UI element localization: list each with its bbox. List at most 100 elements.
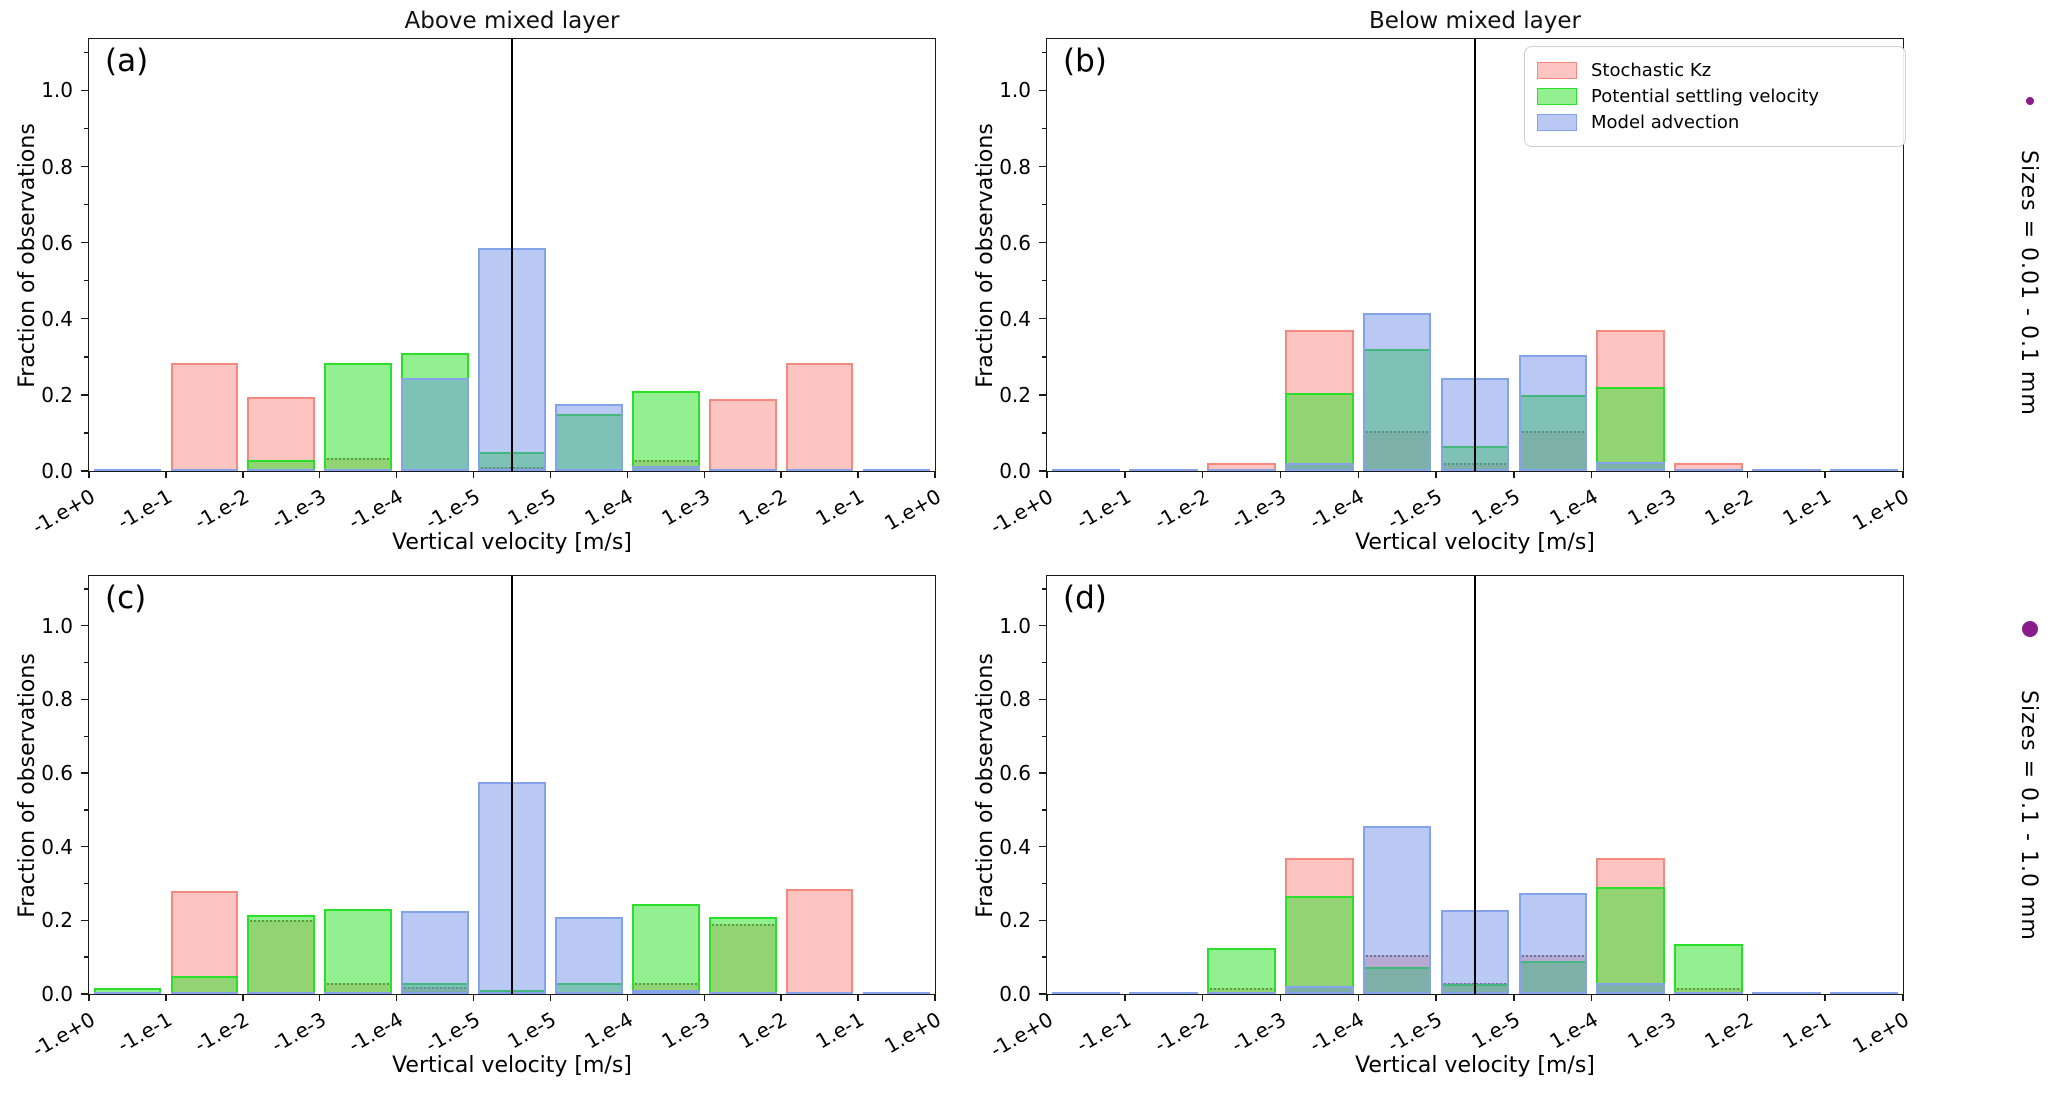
plot-area: (c) 0.0 0.2 0.4 0.6 0.8 1.0 -1.e+0 -1.e-1 -1.e-2-… <box>28 576 945 1062</box>
y-tick-label: 0.6 <box>999 761 1031 786</box>
x-tick <box>1513 994 1515 1001</box>
hist-bar-potential_settling_velocity <box>631 391 700 471</box>
legend: Stochastic Kz Potential settling velocity… <box>1524 46 1906 147</box>
hist-bar-stochastic_kz <box>170 362 239 471</box>
x-tick <box>1668 994 1671 1001</box>
y-minor-tick <box>84 956 89 958</box>
y-minor-tick <box>1042 51 1047 53</box>
hist-bar-potential_settling_velocity <box>1285 392 1354 471</box>
size-dot-small-icon <box>2026 97 2034 105</box>
hist-bar-model_advection <box>1051 992 1121 994</box>
y-tick-label: 0.8 <box>999 687 1031 712</box>
plot-area: (b) 0.0 0.2 0.4 0.6 0.8 1.0 -1.e+0 -1.e-1 -1.e-2-… <box>986 39 1913 539</box>
y-tick <box>81 318 89 320</box>
y-tick-label: 0.8 <box>999 154 1031 179</box>
hist-bar-model_advection <box>1207 992 1276 994</box>
y-tick-label: 0.8 <box>41 154 73 179</box>
x-tick <box>165 471 167 478</box>
hist-bar-model_advection <box>785 992 854 994</box>
hist-bar-model_advection <box>1285 463 1354 471</box>
hist-bar-model_advection <box>1752 992 1821 994</box>
y-tick <box>1039 698 1047 701</box>
hist-bar-potential_settling_velocity <box>324 362 392 471</box>
plot-area: (a) 0.0 0.2 0.4 0.6 0.8 1.0 -1.e+0 -1.e-1 -1.e-2-… <box>28 39 945 539</box>
legend-label: Potential settling velocity <box>1591 86 1820 107</box>
x-tick <box>1046 994 1048 1001</box>
y-tick <box>1039 919 1047 922</box>
hist-bar-model_advection <box>170 992 239 994</box>
y-tick <box>1039 625 1047 627</box>
hist-bar-model_advection <box>555 916 623 994</box>
hist-bar-model_advection <box>1829 469 1899 471</box>
y-tick <box>81 241 89 244</box>
y-tick-label: 0.0 <box>41 982 73 1006</box>
hist-bar-potential_settling_velocity <box>1207 947 1276 994</box>
x-tick <box>549 994 552 1001</box>
hist-bar-model_advection <box>324 469 392 471</box>
hist-bar-model_advection <box>1207 469 1276 471</box>
y-minor-tick <box>1042 432 1047 434</box>
y-tick <box>1039 772 1047 774</box>
x-tick <box>1279 994 1282 1001</box>
plot-panel-c: (c) 0.0 0.2 0.4 0.6 0.8 1.0 -1.e+0 -1.e-1 -1.e-2-… <box>28 575 945 1062</box>
y-minor-tick <box>84 809 89 811</box>
x-axis-label: Vertical velocity [m/s] <box>1355 1053 1595 1078</box>
column-title-above-mixed-layer: Above mixed layer <box>404 8 620 34</box>
y-tick-label: 0.4 <box>41 834 73 859</box>
y-tick <box>1039 845 1047 848</box>
y-tick <box>81 625 89 627</box>
hist-bar-model_advection <box>1752 469 1821 471</box>
legend-item-model_advection: Model advection <box>1537 112 1889 133</box>
zero-reference-line <box>511 39 513 471</box>
y-tick <box>1039 318 1047 320</box>
y-tick-label: 0.8 <box>41 687 73 712</box>
x-tick <box>703 471 705 478</box>
panel-letter: (b) <box>1063 43 1107 79</box>
y-minor-tick <box>84 735 89 737</box>
panel-letter: (a) <box>105 43 149 79</box>
x-tick <box>1201 994 1204 1001</box>
y-tick-label: 1.0 <box>999 78 1031 103</box>
x-tick <box>780 994 782 1001</box>
hist-bar-model_advection <box>708 469 777 471</box>
y-tick <box>81 698 89 701</box>
hist-bar-potential_settling_velocity <box>631 903 700 994</box>
hist-bar-stochastic_kz <box>247 396 316 471</box>
y-axis-label-text: Fraction of observations <box>972 652 998 918</box>
y-minor-tick <box>84 661 89 664</box>
hist-bar-model_advection <box>401 377 469 471</box>
y-minor-tick <box>84 588 89 590</box>
y-axis-label: Fraction of observations <box>968 575 1002 995</box>
y-tick-label: 0.4 <box>41 306 73 331</box>
x-tick <box>1435 471 1437 478</box>
hist-bar-model_advection <box>1518 893 1588 994</box>
x-tick <box>395 471 398 478</box>
y-minor-tick <box>84 127 89 130</box>
legend-label: Stochastic Kz <box>1591 60 1712 81</box>
hist-bar-model_advection <box>1674 992 1743 994</box>
x-tick <box>1279 471 1282 478</box>
zero-reference-line <box>1474 39 1476 471</box>
x-tick <box>1824 471 1826 478</box>
x-axis-label: Vertical velocity [m/s] <box>1355 530 1595 555</box>
y-minor-tick <box>1042 127 1047 130</box>
x-tick <box>165 994 167 1001</box>
y-tick <box>81 470 89 472</box>
y-tick <box>81 394 89 396</box>
y-minor-tick <box>1042 356 1047 358</box>
x-tick <box>549 471 552 478</box>
x-tick <box>934 471 936 478</box>
hist-bar-model_advection <box>1129 992 1198 994</box>
hist-bar-model_advection <box>785 469 854 471</box>
y-tick <box>81 919 89 922</box>
y-tick-label: 1.0 <box>41 78 73 103</box>
hist-bar-potential_settling_velocity <box>247 914 316 994</box>
y-tick <box>81 89 89 92</box>
plot-area: (d) 0.0 0.2 0.4 0.6 0.8 1.0 -1.e+0 -1.e-1 -1.e-2-… <box>986 576 1913 1062</box>
y-minor-tick <box>84 279 89 282</box>
y-tick-label: 0.6 <box>999 230 1031 255</box>
x-tick <box>780 471 782 478</box>
x-tick <box>857 471 859 478</box>
y-tick <box>1039 394 1047 396</box>
x-axis-label: Vertical velocity [m/s] <box>392 1053 632 1078</box>
